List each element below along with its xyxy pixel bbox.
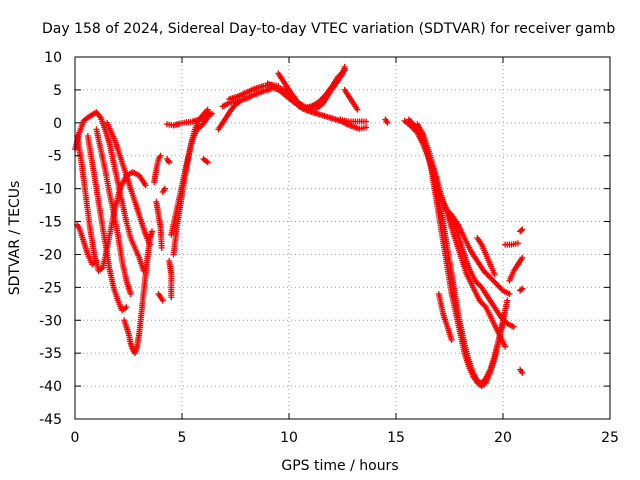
series-arc-29 xyxy=(414,121,517,330)
data-point xyxy=(158,244,165,251)
series-arc-8 xyxy=(151,152,164,186)
series-arc-13 xyxy=(168,109,213,238)
series-arc-31 xyxy=(442,205,513,297)
data-point xyxy=(166,159,173,166)
data-point xyxy=(127,290,134,297)
y-tick-label: -45 xyxy=(39,412,62,428)
series-arc-28 xyxy=(405,116,506,387)
series-arc-33 xyxy=(435,290,455,344)
series-arc-17 xyxy=(200,156,211,166)
data-point xyxy=(149,228,156,235)
data-point xyxy=(384,119,391,126)
data-point xyxy=(448,337,455,344)
data-point xyxy=(204,159,211,166)
series-arc-15 xyxy=(164,110,215,129)
series-arc-7 xyxy=(121,228,156,357)
data-point xyxy=(519,254,526,261)
data-point xyxy=(204,106,211,113)
series-arc-32 xyxy=(474,235,498,278)
data-point xyxy=(159,297,166,304)
data-point xyxy=(510,323,517,330)
data-point xyxy=(208,110,215,117)
data-point xyxy=(481,302,488,309)
data-point xyxy=(491,271,498,278)
series-arc-14 xyxy=(170,106,211,258)
series-arc-36 xyxy=(517,226,526,235)
data-point xyxy=(518,227,525,234)
series-arc-16 xyxy=(164,156,173,166)
series-arc-3 xyxy=(74,221,100,268)
y-axis-label: SDTVAR / TECUs xyxy=(7,181,23,296)
y-tick-label: -40 xyxy=(39,379,62,395)
x-tick-label: 10 xyxy=(280,430,298,446)
y-tick-label: -15 xyxy=(39,215,62,231)
series-arc-34 xyxy=(502,240,521,248)
data-point xyxy=(142,182,149,189)
series-arc-25 xyxy=(337,116,370,125)
data-point xyxy=(157,152,164,159)
data-point xyxy=(93,258,100,265)
data-point xyxy=(519,369,526,376)
y-tick-label: -10 xyxy=(39,182,62,198)
y-tick-label: -25 xyxy=(39,280,62,296)
data-point xyxy=(161,185,168,192)
data-point xyxy=(123,304,130,311)
series-arc-6 xyxy=(104,119,153,248)
chart-title: Day 158 of 2024, Sidereal Day-to-day VTE… xyxy=(42,21,615,37)
series-arc-24 xyxy=(341,86,361,113)
x-tick-label: 0 xyxy=(71,430,80,446)
data-point xyxy=(502,343,509,350)
data-point xyxy=(363,124,370,131)
data-point xyxy=(363,118,370,125)
x-tick-label: 25 xyxy=(601,430,619,446)
plot-frame xyxy=(74,56,611,420)
y-tick-label: 5 xyxy=(53,83,62,99)
series-arc-10 xyxy=(155,290,166,304)
y-tick-label: 0 xyxy=(53,116,62,132)
series-arc-12 xyxy=(166,258,175,301)
series-arc-35 xyxy=(506,254,526,284)
data-point xyxy=(518,286,525,293)
series-arc-37 xyxy=(517,285,526,294)
x-tick-label: 20 xyxy=(494,430,512,446)
grid-lines xyxy=(75,57,610,419)
series-arc-9 xyxy=(153,198,165,251)
data-point xyxy=(341,63,348,70)
data-point xyxy=(96,113,103,120)
series-arc-11 xyxy=(159,185,168,195)
data-point xyxy=(519,226,526,233)
y-tick-label: -30 xyxy=(39,313,62,329)
tick-labels: 0 5 10 15 20 25 10 5 0 -5 -10 -15 -20 -25 -30 -35 -40 -45 xyxy=(39,50,619,446)
y-tick-label: -35 xyxy=(39,346,62,362)
y-tick-label: 10 xyxy=(44,50,62,66)
series-arc-26 xyxy=(382,116,391,126)
series-arc-2 xyxy=(72,109,147,274)
series-arc-5 xyxy=(93,126,134,297)
data-point xyxy=(504,297,511,304)
data-point xyxy=(506,290,513,297)
x-tick-label: 15 xyxy=(387,430,405,446)
data-point xyxy=(354,106,361,113)
y-tick-label: -5 xyxy=(48,149,62,165)
data-markers xyxy=(72,63,526,390)
x-tick-label: 5 xyxy=(178,430,187,446)
y-tick-label: -20 xyxy=(39,247,62,263)
data-point xyxy=(168,294,175,301)
axis-ticks xyxy=(74,56,611,420)
data-point xyxy=(519,285,526,292)
x-axis-label: GPS time / hours xyxy=(281,458,398,474)
data-point xyxy=(481,376,488,383)
series-arc-23 xyxy=(286,90,370,132)
series-arc-4 xyxy=(84,132,130,314)
data-point xyxy=(514,240,521,247)
series-arc-38 xyxy=(517,366,526,376)
